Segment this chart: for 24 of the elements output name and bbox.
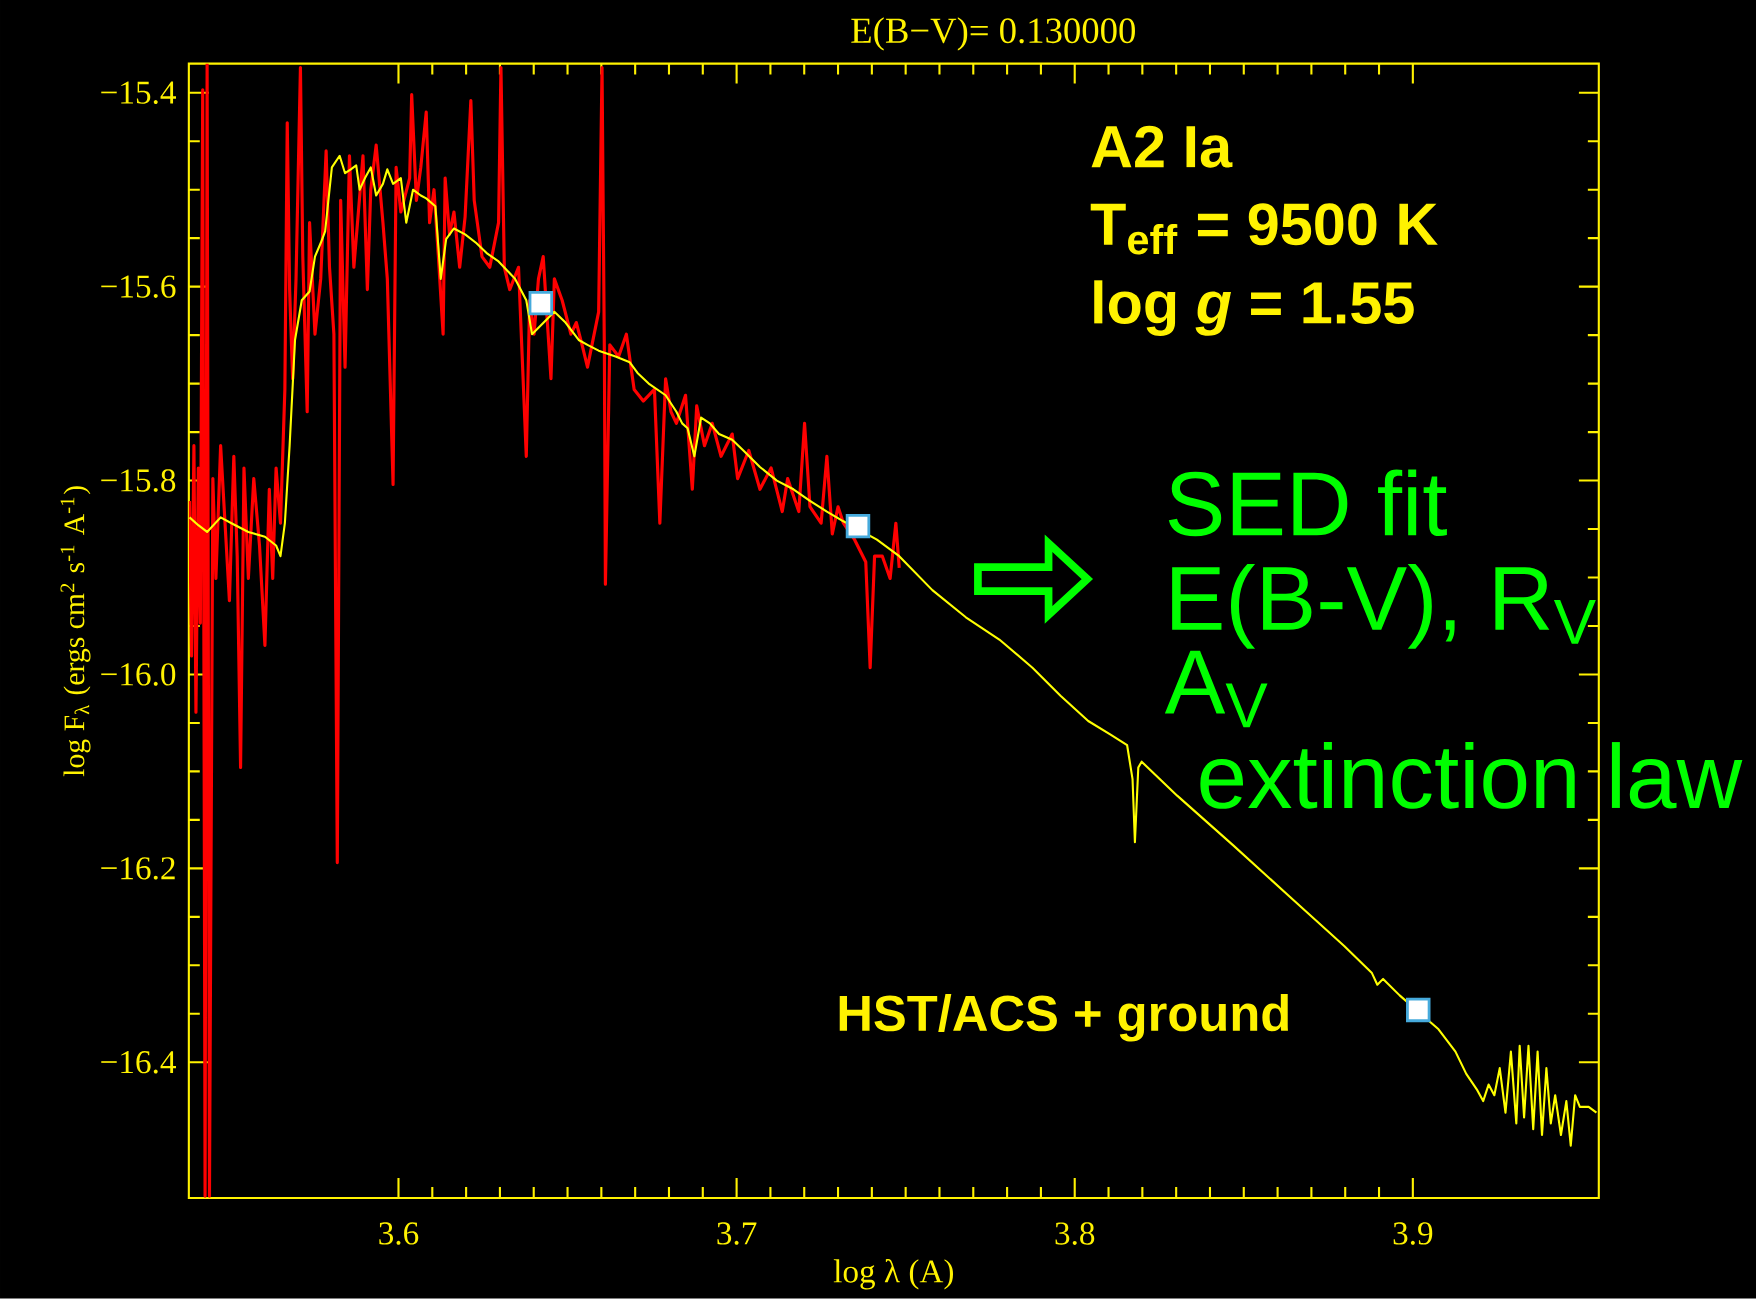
x-tick-label: 3.8 <box>1055 1222 1095 1246</box>
annotation: E(B-V), R$_{V}$ <box>1172 564 1596 649</box>
annotation: A$_{V}$ <box>1164 651 1268 728</box>
y-tick-label: −16.4 <box>101 1051 177 1074</box>
chart-title: E(B−V)= 0.130000 <box>851 17 1135 51</box>
annotation: A2 Ia <box>1091 125 1233 168</box>
annotation: HST/ACS + ground <box>839 994 1288 1042</box>
y-tick-label: −15.6 <box>101 275 176 299</box>
annotation: SED fit <box>1168 469 1447 537</box>
x-tick-label: 3.6 <box>379 1222 419 1246</box>
y-tick-label: −16.2 <box>101 857 175 880</box>
annotation: T$_{eff}$ = 9500 K <box>1090 203 1438 255</box>
text: log F$_{λ}$ (ergs cm$^{2}$ s$^{-1}$ A$^{-1}$) <box>60 486 91 777</box>
y-tick-label: −15.4 <box>101 81 177 105</box>
point <box>1406 997 1431 1023</box>
annotation: log g = 1.55 <box>1094 280 1414 337</box>
x-tick-label: 3.7 <box>717 1222 757 1246</box>
annotation: extinction law <box>1200 742 1743 810</box>
x-axis-title: log λ (A) <box>833 1259 954 1290</box>
y-tick-label: −15.8 <box>101 469 176 493</box>
point <box>845 514 871 539</box>
x-tick-label: 3.9 <box>1393 1222 1433 1246</box>
y-tick-label: −16.0 <box>101 663 176 687</box>
point <box>528 291 554 316</box>
